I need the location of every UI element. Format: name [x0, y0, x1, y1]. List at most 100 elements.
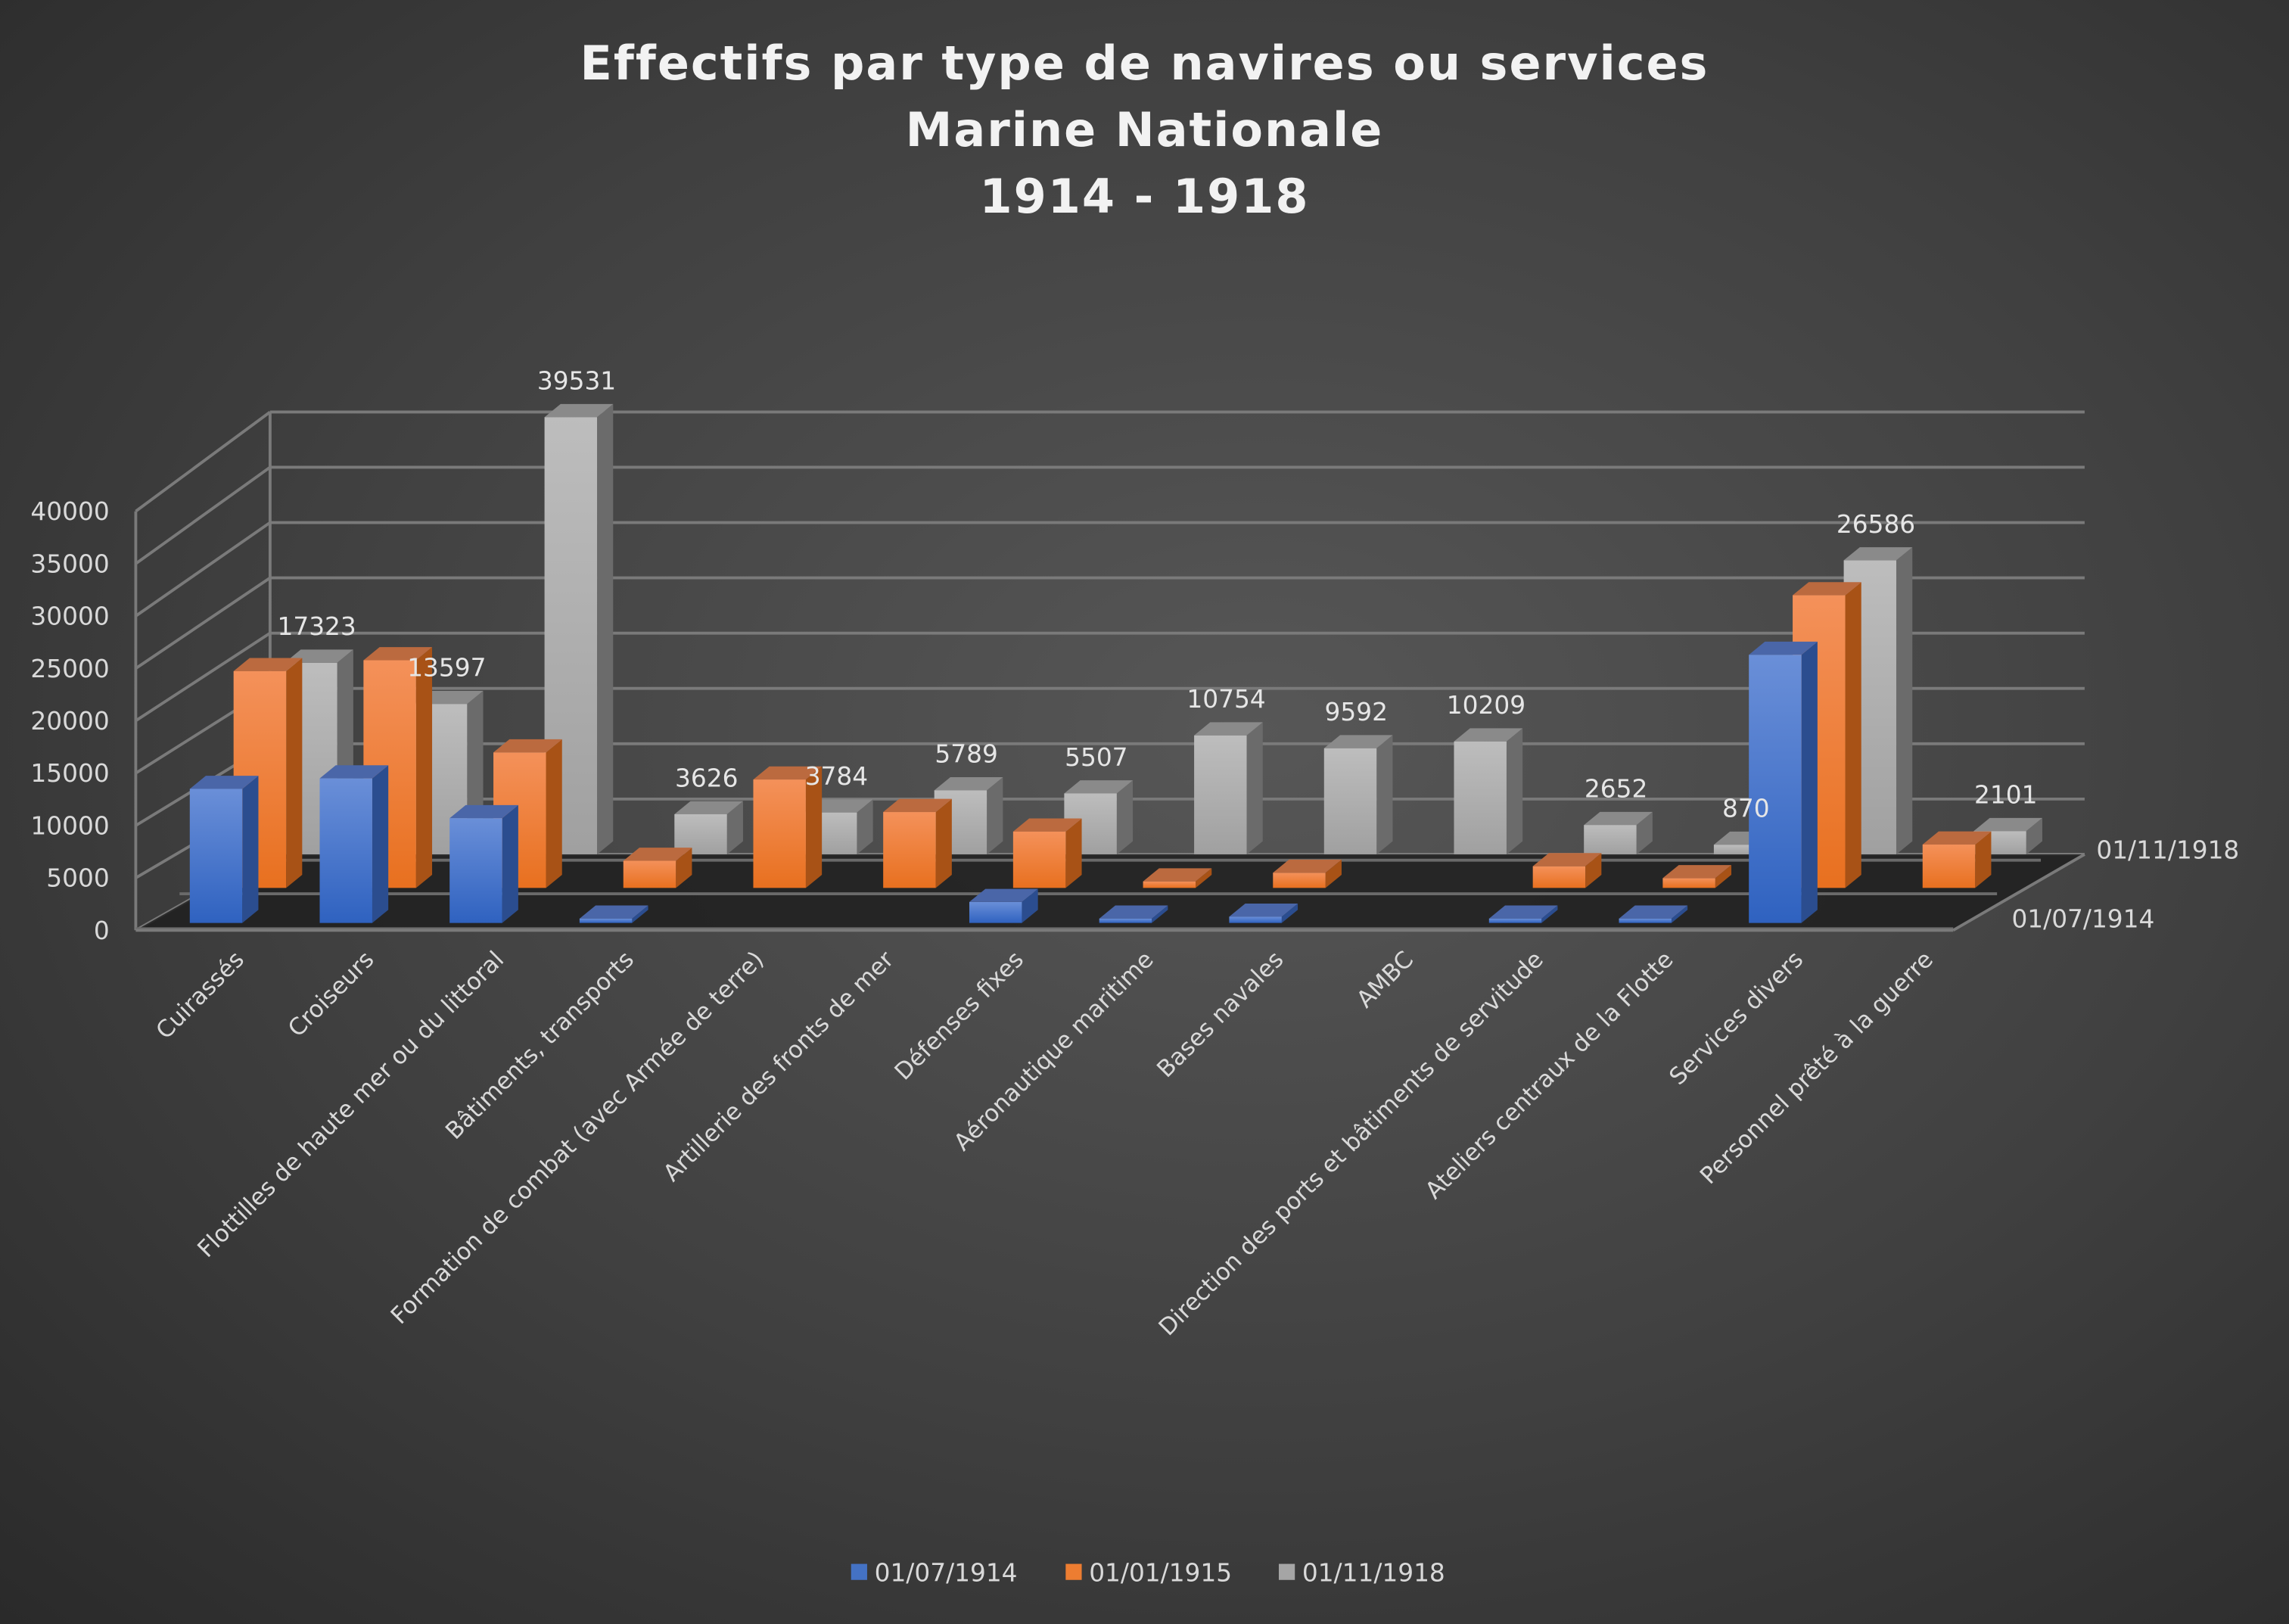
y-tick-label: 10000 — [30, 811, 109, 840]
bar-top — [493, 739, 562, 753]
y-tick-label: 35000 — [30, 549, 109, 578]
bar-0-10 — [1488, 905, 1558, 923]
y-tick-label: 0 — [94, 916, 110, 945]
data-label: 13597 — [407, 654, 486, 683]
bar-front — [189, 789, 243, 923]
bar-front — [1532, 866, 1586, 888]
bar-top — [1843, 547, 1913, 561]
bar-side — [1376, 735, 1393, 854]
bar-side — [676, 848, 692, 888]
bar-top — [319, 765, 389, 779]
bar-side — [1196, 868, 1212, 888]
data-label: 39531 — [537, 367, 616, 396]
y-tick-label: 15000 — [30, 759, 109, 788]
bar-top — [1793, 582, 1861, 596]
bar-top — [363, 647, 433, 661]
legend-swatch — [1065, 1563, 1082, 1580]
x-category-label: Ateliers centraux de la Flotte — [1420, 946, 1679, 1205]
bar-side — [1801, 641, 1818, 923]
bar-side — [1671, 905, 1688, 923]
bar-top — [934, 776, 1003, 791]
bar-1-10 — [1532, 853, 1602, 888]
bar-1-11 — [1662, 865, 1732, 888]
bar-0-6 — [969, 888, 1038, 923]
bar-side — [1975, 831, 1992, 888]
bar-side — [597, 403, 614, 854]
bar-front — [1749, 655, 1802, 923]
bar-front — [1194, 735, 1247, 854]
bar-top — [883, 798, 952, 813]
bar-side — [286, 658, 303, 888]
data-label: 9592 — [1325, 698, 1388, 726]
bar-side — [1281, 903, 1298, 923]
y-tick-label: 30000 — [30, 602, 109, 631]
bar-2-3 — [674, 801, 743, 854]
data-label: 17323 — [277, 612, 356, 641]
bar-side — [632, 905, 648, 923]
bar-top — [189, 776, 259, 789]
bar-top — [233, 658, 303, 671]
bar-top — [1194, 722, 1263, 736]
bar-side — [1636, 811, 1653, 854]
chart-title-line-3: 1914 - 1918 — [979, 169, 1310, 224]
x-category-label: Défenses fixes — [889, 946, 1028, 1085]
bar-top — [1532, 853, 1602, 866]
bar-top — [1323, 735, 1393, 748]
bar-front — [319, 778, 372, 923]
bar-top — [753, 766, 823, 780]
data-label: 3626 — [675, 764, 738, 792]
legend-swatch — [851, 1563, 867, 1580]
x-category-label: Services divers — [1664, 946, 1808, 1090]
data-label: 870 — [1722, 795, 1770, 823]
bar-front — [1012, 831, 1066, 888]
gridline-side — [135, 577, 271, 670]
bar-0-8 — [1229, 903, 1298, 923]
bar-0-1 — [319, 765, 389, 923]
bar-side — [1325, 859, 1342, 888]
gridline-side — [135, 410, 272, 513]
legend-label: 01/07/1914 — [875, 1559, 1018, 1588]
bar-front — [1099, 918, 1152, 923]
bar-2-10 — [1584, 811, 1653, 854]
bar-top — [579, 905, 648, 919]
bar-2-9 — [1454, 728, 1523, 854]
legend: 01/07/1914 01/01/1915 01/11/1918 — [851, 1559, 1445, 1588]
bar-front — [1922, 845, 1976, 888]
bar-side — [1065, 818, 1082, 888]
y-tick-label: 40000 — [30, 497, 109, 526]
bar-front — [1143, 881, 1196, 888]
bar-1-3 — [623, 848, 692, 888]
bar-1-2 — [493, 739, 562, 888]
x-category-label: AMBC — [1351, 946, 1419, 1013]
bar-side — [805, 766, 823, 888]
legend-label: 01/01/1915 — [1089, 1559, 1232, 1588]
y-tick-label: 5000 — [46, 864, 109, 893]
depth-axis-label: 01/11/1918 — [2096, 836, 2239, 865]
bar-top — [1229, 903, 1298, 917]
gridline-side — [135, 632, 271, 723]
bar-side — [372, 765, 389, 923]
bar-side — [502, 804, 518, 923]
bar-side — [1541, 905, 1558, 923]
x-category-label: Cuirassés — [151, 946, 249, 1044]
bar-front — [753, 779, 806, 888]
bar-0-12 — [1749, 641, 1818, 923]
gridline-side — [135, 521, 272, 618]
bar-front — [449, 818, 502, 923]
data-label: 3784 — [805, 762, 868, 791]
bar-top — [1143, 868, 1212, 882]
bar-top — [623, 848, 692, 861]
bar-top — [1454, 728, 1523, 742]
data-label: 10209 — [1447, 691, 1525, 720]
depth-axis-label: 01/07/1914 — [2011, 904, 2154, 933]
bar-front — [1488, 918, 1542, 923]
data-label: 2652 — [1585, 775, 1647, 804]
data-label: 26586 — [1836, 510, 1915, 539]
y-tick-label: 25000 — [30, 655, 109, 683]
data-label: 5789 — [935, 740, 997, 769]
bar-side — [1845, 582, 1861, 888]
bar-front — [1619, 918, 1672, 923]
bar-front — [1454, 741, 1507, 854]
bar-front — [623, 860, 676, 888]
